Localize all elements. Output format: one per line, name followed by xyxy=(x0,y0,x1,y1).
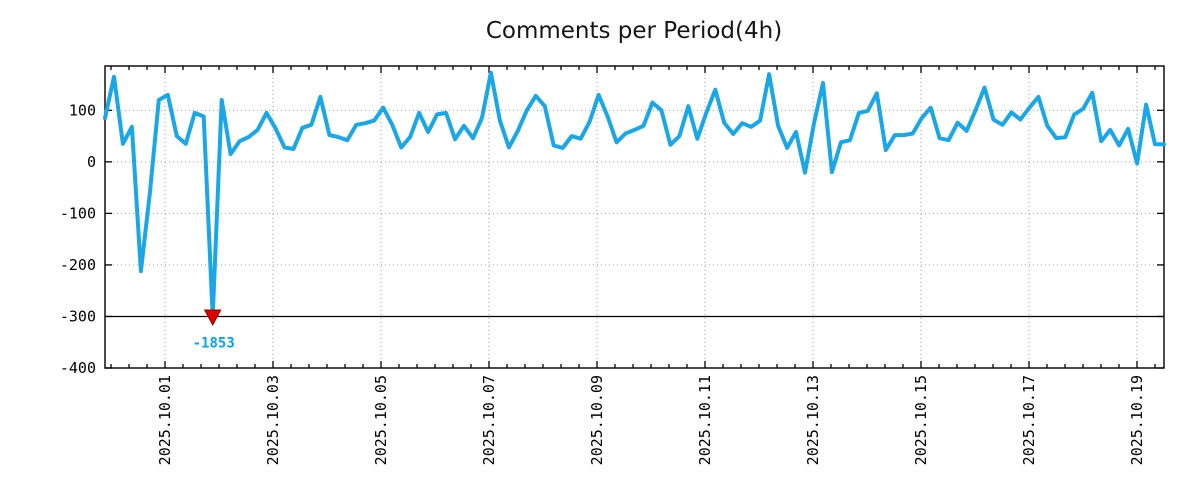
clip-value-label: -1853 xyxy=(193,335,235,351)
x-tick-label: 2025.10.13 xyxy=(804,375,822,465)
x-tick-label: 2025.10.03 xyxy=(264,375,282,465)
y-tick-label: -300 xyxy=(60,307,96,325)
gridlines xyxy=(105,66,1164,368)
series-line xyxy=(103,70,1166,319)
x-tick-label: 2025.10.01 xyxy=(156,375,174,465)
x-tick-label: 2025.10.07 xyxy=(480,375,498,465)
axis-labels: 100 0 -100 -200 -300 -400 2025.10.01 2025.10.03… xyxy=(60,101,1146,465)
y-tick-label: -400 xyxy=(60,359,96,377)
clip-marker-down-triangle-icon xyxy=(203,309,222,327)
y-tick-label: 100 xyxy=(69,101,96,119)
chart-title: Comments per Period(4h) xyxy=(486,18,782,44)
y-tick-label: 0 xyxy=(87,153,96,171)
y-tick-label: -200 xyxy=(60,256,96,274)
x-tick-label: 2025.10.05 xyxy=(372,375,390,465)
tick-marks xyxy=(105,66,1164,369)
clip-annotation: -1853 xyxy=(193,309,235,351)
x-tick-label: 2025.10.19 xyxy=(1128,375,1146,465)
plot-border xyxy=(104,65,1165,369)
y-tick-label: -100 xyxy=(60,204,96,222)
x-tick-label: 2025.10.09 xyxy=(588,375,606,465)
x-tick-label: 2025.10.11 xyxy=(696,375,714,465)
x-tick-label: 2025.10.17 xyxy=(1020,375,1038,465)
x-tick-label: 2025.10.15 xyxy=(912,375,930,465)
